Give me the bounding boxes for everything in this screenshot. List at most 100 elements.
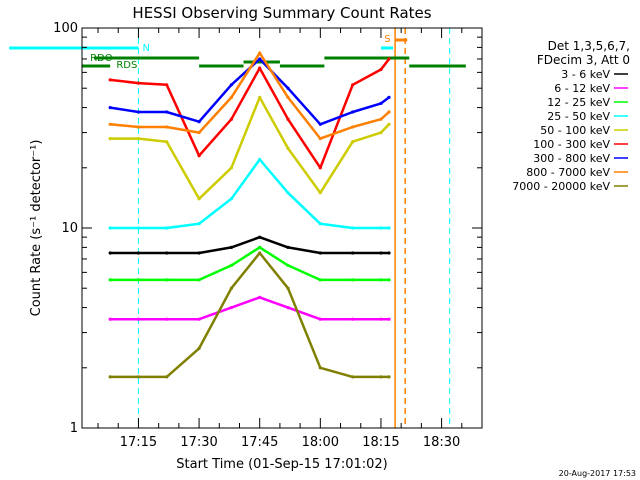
data-point: [379, 278, 383, 282]
data-point: [387, 95, 391, 99]
data-point: [108, 122, 112, 126]
data-point: [387, 278, 391, 282]
data-point: [258, 95, 262, 99]
data-point: [165, 110, 169, 114]
data-point: [108, 278, 112, 282]
data-point: [351, 226, 355, 230]
legend-entry-label: 3 - 6 keV: [561, 68, 610, 81]
data-point: [165, 317, 169, 321]
data-point: [318, 166, 322, 170]
data-point: [318, 278, 322, 282]
data-point: [351, 317, 355, 321]
chart-title: HESSI Observing Summary Count Rates: [132, 4, 431, 22]
data-point: [387, 110, 391, 114]
data-point: [197, 278, 201, 282]
data-point: [318, 366, 322, 370]
data-point: [351, 110, 355, 114]
data-point: [379, 67, 383, 72]
data-point: [387, 122, 391, 126]
data-point: [286, 263, 290, 267]
data-point: [286, 95, 290, 99]
data-point: [379, 251, 383, 255]
data-point: [136, 226, 140, 230]
series-line-9: [110, 251, 389, 379]
data-point: [197, 222, 201, 226]
data-point: [286, 306, 290, 310]
data-point: [258, 245, 262, 249]
legend-entry-label: 25 - 50 keV: [547, 110, 610, 123]
legend-entry-label: 7000 - 20000 keV: [512, 180, 610, 193]
data-point: [165, 375, 169, 379]
data-point: [387, 226, 391, 230]
data-point: [387, 317, 391, 321]
data-point: [351, 125, 355, 129]
data-point: [318, 137, 322, 141]
data-point: [318, 222, 322, 226]
data-point: [351, 278, 355, 282]
series-line-4: [110, 158, 389, 230]
data-point: [229, 286, 233, 290]
data-point: [229, 117, 233, 121]
data-point: [379, 101, 383, 105]
data-point: [351, 83, 355, 87]
data-point: [229, 95, 233, 99]
data-point: [108, 137, 112, 141]
data-point: [379, 375, 383, 379]
night-label: N: [142, 43, 149, 54]
x-axis-label: Start Time (01-Sep-15 17:01:02): [176, 457, 387, 472]
data-point: [229, 166, 233, 170]
legend: Det 1,3,5,6,7,FDecim 3, Att 03 - 6 keV6 …: [512, 39, 630, 193]
data-point: [258, 235, 262, 239]
data-point: [379, 226, 383, 230]
data-point: [229, 197, 233, 201]
data-point: [165, 226, 169, 230]
data-point: [197, 154, 201, 158]
data-point: [165, 140, 169, 144]
data-point: [351, 251, 355, 255]
x-tick-label: 17:45: [241, 435, 278, 450]
legend-entry-label: 100 - 300 keV: [533, 138, 610, 151]
data-point: [136, 125, 140, 129]
data-point: [229, 306, 233, 310]
data-point: [136, 317, 140, 321]
data-point: [197, 197, 201, 201]
data-point: [258, 57, 262, 61]
data-point: [286, 286, 290, 290]
data-point: [136, 375, 140, 379]
data-point: [229, 83, 233, 87]
data-point: [351, 140, 355, 144]
y-tick-label: 10: [61, 221, 78, 236]
data-point: [197, 120, 201, 124]
data-point: [136, 278, 140, 282]
data-point: [108, 78, 112, 82]
data-point: [387, 375, 391, 379]
x-tick-label: 18:00: [302, 435, 339, 450]
data-point: [197, 346, 201, 350]
data-point: [318, 122, 322, 126]
data-point: [286, 117, 290, 121]
legend-header: Det 1,3,5,6,7,: [548, 39, 630, 53]
footer-timestamp: 20-Aug-2017 17:53: [559, 469, 636, 478]
data-point: [387, 251, 391, 255]
data-point: [197, 131, 201, 135]
axis-layer: 17:15 17:30 17:45 18:00 18:15 18:30 1 10 100: [53, 21, 483, 450]
data-point: [318, 251, 322, 255]
data-point: [318, 317, 322, 321]
data-point: [286, 146, 290, 150]
data-point: [286, 86, 290, 90]
data-point: [387, 57, 391, 61]
data-point: [136, 81, 140, 85]
data-point: [286, 245, 290, 249]
data-point: [108, 106, 112, 110]
data-point: [258, 157, 262, 162]
data-point: [165, 251, 169, 255]
series-line-1: [110, 235, 389, 255]
data-point: [379, 131, 383, 135]
data-point: [136, 110, 140, 114]
y-tick-label: 1: [70, 421, 78, 436]
s-label: S: [384, 34, 390, 45]
data-point: [258, 51, 262, 55]
